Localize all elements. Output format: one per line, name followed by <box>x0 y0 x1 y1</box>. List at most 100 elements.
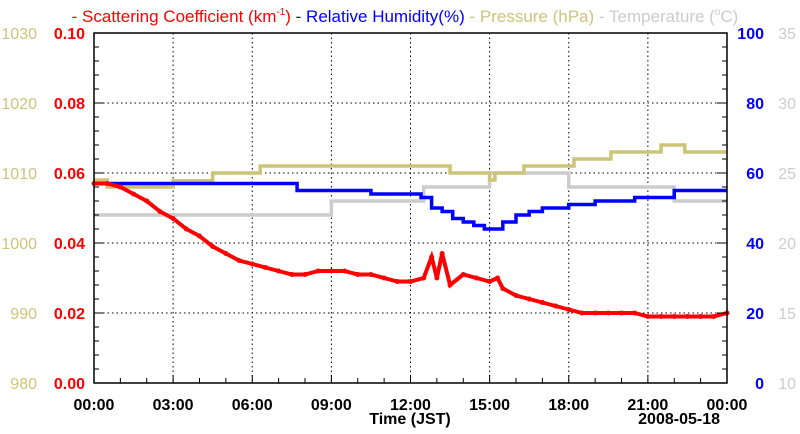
date-label: 2008-05-18 <box>638 411 720 428</box>
legend-suffix: ) <box>285 7 291 26</box>
data-point <box>183 226 189 232</box>
series-line <box>94 181 728 319</box>
data-point <box>473 275 479 281</box>
data-point <box>289 272 295 277</box>
humidity-tick-label: 60 <box>746 166 764 183</box>
pressure-tick-label: 1000 <box>1 236 37 253</box>
data-point <box>553 303 559 309</box>
legend-suffix: C) <box>720 7 738 26</box>
x-tick-label: 21:00 <box>627 397 668 414</box>
pressure-tick-label: 1010 <box>1 166 37 183</box>
pressure-tick-label: 1030 <box>1 26 37 43</box>
scattering-tick-label: 0.04 <box>54 236 85 253</box>
series-relative-humidity <box>94 181 727 231</box>
series-pressure <box>94 143 727 189</box>
x-tick-label: 03:00 <box>153 397 194 414</box>
data-point <box>381 275 387 281</box>
legend-dash: - <box>465 7 480 26</box>
data-point <box>671 314 677 319</box>
data-point <box>144 198 150 204</box>
data-point <box>447 282 453 288</box>
data-point <box>131 191 137 197</box>
pressure-tick-label: 990 <box>10 306 37 323</box>
data-point <box>408 279 413 284</box>
data-point <box>566 307 572 312</box>
x-tick-label: 12:00 <box>390 397 431 414</box>
legend-label: Relative Humidity(%) <box>306 7 465 26</box>
scattering-tick-label: 0.00 <box>54 376 85 393</box>
data-point <box>487 279 493 284</box>
pressure-tick-label: 980 <box>10 376 37 393</box>
data-point <box>619 310 624 316</box>
data-point <box>223 251 229 256</box>
data-point <box>632 310 638 316</box>
data-point <box>579 310 585 316</box>
data-point <box>117 184 123 190</box>
data-point <box>249 261 255 267</box>
series-scattering-coefficient <box>91 181 730 319</box>
series-line <box>94 143 727 189</box>
legend-label: Scattering Coefficient (km <box>82 7 276 26</box>
data-point <box>429 254 435 260</box>
temperature-tick-label: 35 <box>778 26 796 43</box>
data-point <box>658 314 664 319</box>
data-point <box>421 275 427 281</box>
data-point <box>592 310 598 316</box>
data-point <box>342 268 348 274</box>
x-tick-label: 00:00 <box>74 397 115 414</box>
data-point <box>434 275 440 281</box>
temperature-tick-label: 10 <box>778 376 796 393</box>
data-point <box>711 314 717 319</box>
series-group <box>91 143 730 319</box>
ticks: 00:00 03:00 06:00 09:00 12:00 15:00 18:00 21:00… <box>1 26 796 414</box>
data-point <box>394 279 400 284</box>
data-point <box>210 244 216 249</box>
data-point <box>170 216 176 221</box>
x-tick-label: 06:00 <box>232 397 273 414</box>
scattering-tick-label: 0.10 <box>54 26 85 43</box>
data-point <box>236 258 242 263</box>
data-point <box>439 251 445 256</box>
temperature-tick-label: 25 <box>778 166 796 183</box>
humidity-tick-label: 100 <box>737 26 764 43</box>
data-point <box>104 181 110 186</box>
data-point <box>197 233 202 239</box>
data-point <box>460 272 466 277</box>
legend-label: Pressure (hPa) <box>480 7 594 26</box>
data-point <box>684 314 690 319</box>
x-tick-label: 09:00 <box>311 397 352 414</box>
scattering-tick-label: 0.06 <box>54 166 85 183</box>
data-point <box>698 314 704 319</box>
scattering-tick-label: 0.02 <box>54 306 85 323</box>
x-tick-label: 15:00 <box>469 397 510 414</box>
data-point <box>355 272 361 277</box>
grid <box>94 33 727 383</box>
temperature-tick-label: 15 <box>778 306 796 323</box>
data-point <box>315 268 321 274</box>
legend-dash: - <box>291 7 306 26</box>
scattering-tick-label: 0.08 <box>54 96 85 113</box>
legend-text: - Scattering Coefficient (km-1) - Relati… <box>72 7 739 26</box>
data-point <box>495 275 501 281</box>
series-line <box>94 181 727 231</box>
x-tick-label: 00:00 <box>707 397 748 414</box>
pressure-tick-label: 1020 <box>1 96 37 113</box>
data-point <box>368 272 374 277</box>
legend-dash: - <box>594 7 609 26</box>
legend: - Scattering Coefficient (km-1) - Relati… <box>72 7 739 26</box>
temperature-tick-label: 30 <box>778 96 796 113</box>
data-point <box>328 268 334 274</box>
data-point <box>605 310 611 316</box>
data-point <box>276 268 282 274</box>
humidity-tick-label: 20 <box>746 306 764 323</box>
temperature-tick-label: 20 <box>778 236 796 253</box>
legend-sup: -1 <box>276 7 285 18</box>
x-axis-label: Time (JST) <box>369 411 451 428</box>
x-tick-label: 18:00 <box>548 397 589 414</box>
legend-dash: - <box>72 7 82 26</box>
humidity-tick-label: 40 <box>746 236 764 253</box>
data-point <box>513 293 519 298</box>
data-point <box>157 209 163 214</box>
data-point <box>500 286 506 291</box>
